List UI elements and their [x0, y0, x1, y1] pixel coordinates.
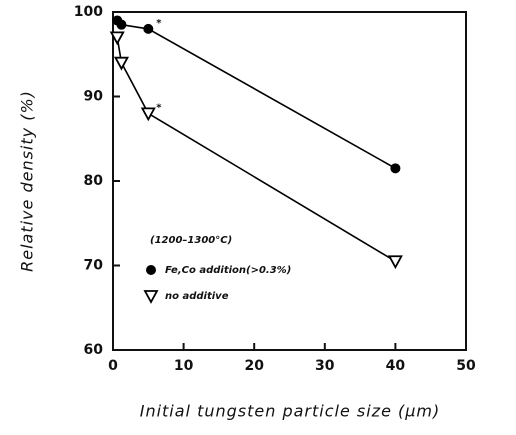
- legend-marker: [146, 265, 156, 275]
- x-tick-label: 20: [244, 358, 264, 374]
- annotation: *: [156, 18, 162, 29]
- series-line: [116, 37, 396, 262]
- y-axis-label: Relative density (%): [18, 90, 37, 272]
- annotation: *: [156, 102, 162, 113]
- point: [113, 56, 129, 71]
- point: [140, 107, 156, 122]
- legend-title: (1200–1300°C): [150, 235, 232, 246]
- x-tick-label: 50: [456, 358, 476, 374]
- x-tick-label: 30: [315, 358, 335, 374]
- y-tick-label: 70: [84, 258, 104, 274]
- y-tick-label: 80: [84, 173, 104, 189]
- legend-label: Fe,Co addition(>0.3%): [165, 265, 291, 276]
- y-tick-label: 90: [84, 89, 104, 105]
- point: [390, 163, 401, 174]
- legend-marker: [143, 290, 159, 304]
- y-tick-label: 60: [84, 342, 104, 358]
- x-tick-label: 10: [174, 358, 194, 374]
- point: [116, 19, 127, 30]
- series-line: [116, 19, 396, 170]
- point: [387, 255, 403, 270]
- x-tick-label: 40: [386, 358, 406, 374]
- y-tick-label: 100: [74, 4, 103, 20]
- x-tick-label: 0: [108, 358, 118, 374]
- legend-label: no additive: [165, 291, 229, 302]
- x-axis-label: Initial tungsten particle size (μm): [140, 402, 441, 421]
- point: [143, 23, 154, 34]
- point: [109, 31, 125, 46]
